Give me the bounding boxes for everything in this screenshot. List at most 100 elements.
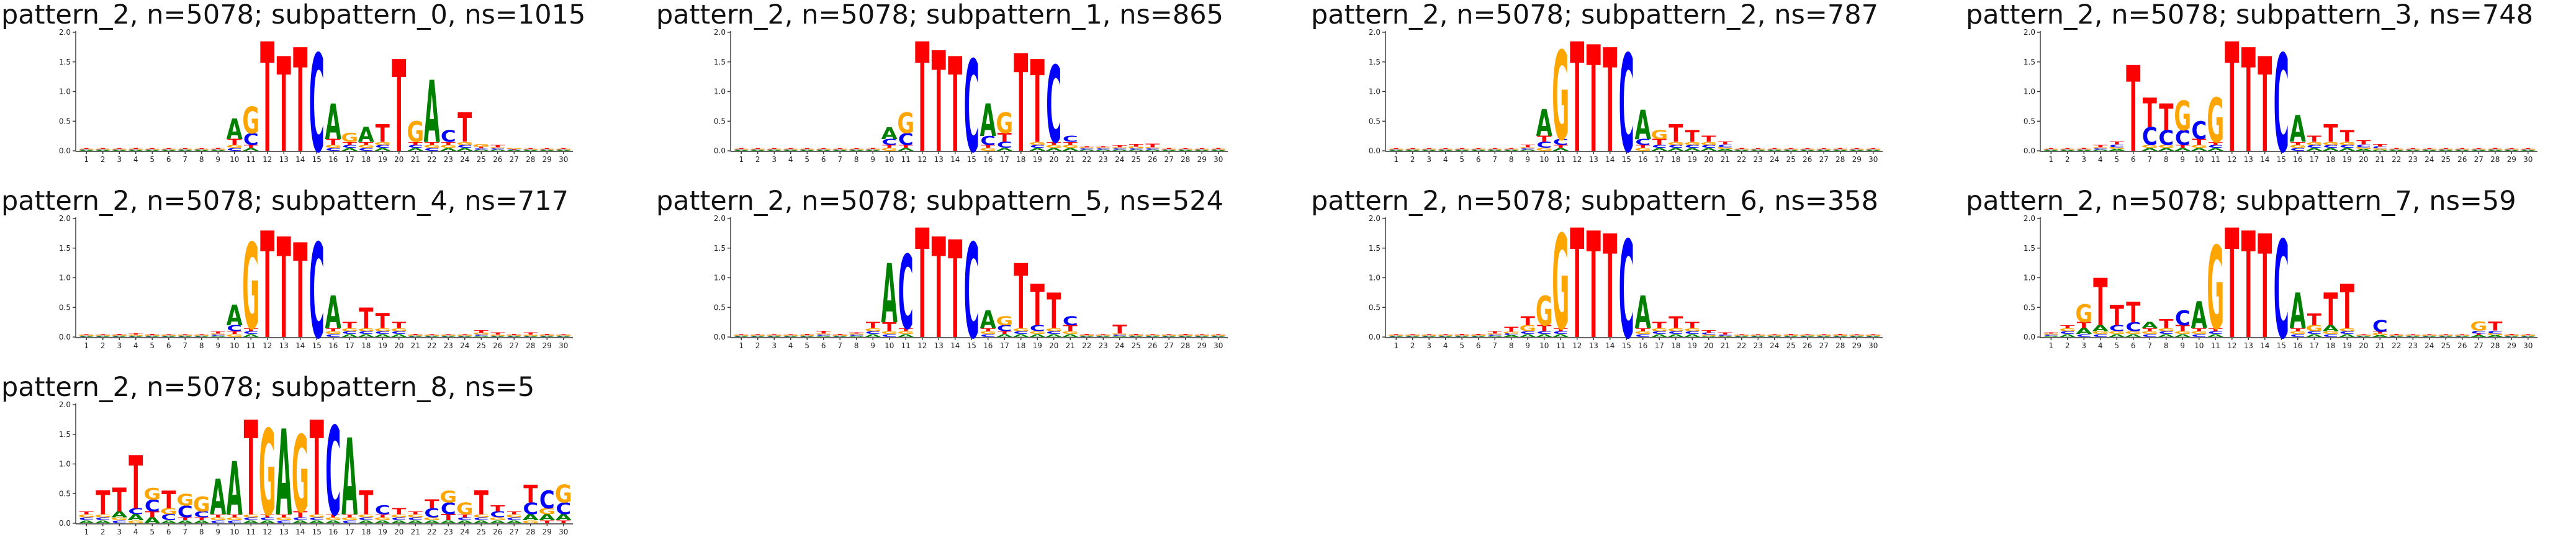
logo-letter-T: T [1701, 135, 1716, 144]
logo-letter-A: A [556, 150, 572, 151]
x-tick-label: 6 [821, 155, 826, 164]
logo-letter-G: G [439, 144, 457, 149]
logo-letter-A: A [308, 520, 325, 524]
logo-letter-T: T [800, 148, 815, 150]
logo-letter-T: T [2323, 285, 2338, 336]
logo-letter-C: C [1063, 135, 1078, 144]
logo-letter-G: G [1144, 147, 1161, 149]
x-tick-label: 30 [1868, 155, 1878, 164]
x-tick-label: 21 [1721, 341, 1730, 350]
logo-letter-T: T [161, 335, 176, 336]
x-tick-label: 14 [295, 155, 305, 164]
x-tick-label: 24 [2425, 155, 2434, 164]
x-tick-label: 12 [2227, 341, 2236, 350]
logo-letter-T: T [1422, 148, 1437, 150]
logo-letter-A: A [177, 520, 193, 524]
x-tick-label: 7 [2147, 155, 2152, 164]
logo-letter-G: G [2092, 147, 2109, 149]
x-tick-label: 15 [312, 528, 322, 536]
logo-letter-T: T [326, 327, 341, 332]
x-tick-label: 21 [2376, 341, 2385, 350]
logo-letter-C: C [1767, 150, 1782, 151]
x-tick-label: 21 [411, 528, 420, 536]
logo-letter-C: C [210, 150, 226, 151]
x-tick-label: 13 [2244, 341, 2253, 350]
logo-letter-T: T [2340, 127, 2355, 146]
logo-letter-G: G [2042, 333, 2060, 335]
logo-letter-G: G [390, 513, 408, 518]
x-tick-label: 8 [199, 155, 204, 164]
panel-title: pattern_2, n=5078; subpattern_5, ns=524 [656, 186, 1223, 217]
x-tick-label: 18 [1671, 155, 1680, 164]
x-tick-label: 2 [2065, 155, 2070, 164]
logo-letter-G: G [1160, 335, 1178, 336]
logo-letter-T: T [2110, 140, 2125, 145]
logo-letter-G: G [815, 149, 832, 150]
logo-letter-T: T [1817, 335, 1832, 336]
logo-letter-T: T [981, 327, 996, 332]
logo-letter-T: T [112, 334, 127, 336]
logo-letter-A: A [2503, 150, 2520, 151]
x-tick-label: 5 [150, 528, 155, 536]
logo-letter-G: G [505, 148, 523, 150]
logo-letter-A: A [473, 336, 490, 338]
logo-letter-T: T [2060, 148, 2075, 150]
logo-letter-C: C [178, 336, 193, 337]
logo-letter-T: T [2176, 144, 2191, 149]
logo-letter-A: A [1194, 150, 1210, 151]
logo-letter-C: C [1865, 336, 1881, 337]
logo-letter-A: A [1635, 102, 1652, 149]
y-tick-label: 1.5 [1369, 244, 1380, 253]
x-tick-label: 24 [1770, 341, 1779, 350]
x-tick-label: 1 [1394, 341, 1398, 350]
logo-letter-A: A [2421, 336, 2438, 338]
logo-letter-T: T [2044, 148, 2059, 150]
logo-letter-T: T [998, 130, 1012, 145]
logo-letter-T: T [359, 303, 374, 335]
x-tick-label: 13 [934, 341, 943, 350]
logo-letter-C: C [2043, 335, 2059, 336]
logo-letter-C: C [210, 335, 226, 336]
x-tick-label: 4 [1443, 155, 1448, 164]
logo-letter-A: A [898, 147, 914, 152]
logo-letter-G: G [815, 333, 832, 335]
logo-letter-A: A [766, 336, 783, 338]
logo-letter-C: C [1112, 148, 1127, 150]
logo-letter-C: C [1470, 336, 1486, 337]
logo-letter-T: T [849, 148, 864, 150]
x-tick-label: 5 [804, 341, 809, 350]
logo-letter-T: T [1751, 148, 1766, 150]
y-tick-label: 0.5 [59, 303, 71, 312]
x-tick-label: 5 [804, 155, 809, 164]
logo-letter-G: G [522, 520, 539, 524]
logo-letter-A: A [2158, 333, 2174, 338]
logo-panel: pattern_2, n=5078; subpattern_0, ns=1015… [1, 0, 585, 186]
y-tick-label: 0.5 [2024, 303, 2035, 312]
logo-letter-A: A [506, 520, 522, 524]
x-tick-label: 1 [2048, 155, 2053, 164]
logo-letter-G: G [1061, 330, 1079, 335]
logo-letter-C: C [391, 330, 407, 335]
logo-letter-T: T [2290, 141, 2305, 146]
logo-letter-G: G [1667, 141, 1685, 146]
logo-letter-T: T [523, 333, 538, 336]
logo-letter-A: A [2503, 336, 2520, 338]
logo-letter-A: A [2158, 147, 2174, 152]
logo-letter-A: A [177, 336, 194, 338]
logo-letter-C: C [1832, 150, 1848, 151]
logo-letter-A: A [2438, 150, 2454, 151]
logo-letter-G: G [980, 147, 997, 152]
logo-letter-G: G [765, 335, 783, 336]
logo-letter-A: A [2372, 150, 2389, 151]
logo-letter-T: T [849, 332, 864, 334]
x-tick-label: 21 [1066, 341, 1075, 350]
logo-letter-A: A [2141, 147, 2158, 152]
logo-letter-G: G [732, 335, 750, 336]
logo-letter-A: A [1161, 150, 1178, 151]
x-tick-label: 2 [101, 341, 106, 350]
logo-letter-A: A [2060, 150, 2076, 151]
logo-letter-C: C [424, 336, 439, 337]
logo-letter-T: T [1455, 148, 1470, 150]
logo-letter-G: G [160, 335, 178, 336]
logo-letter-C: C [2290, 147, 2305, 152]
